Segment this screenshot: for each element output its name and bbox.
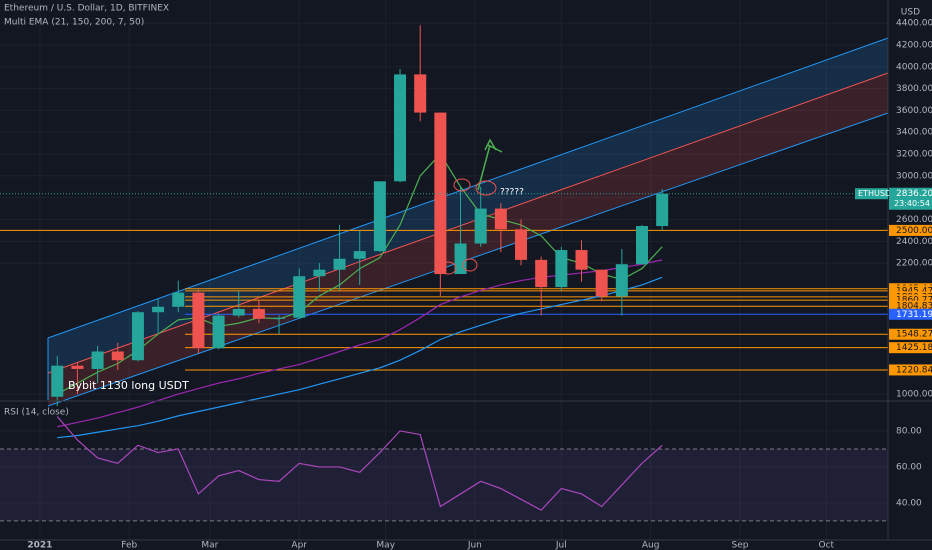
grid xyxy=(0,0,888,540)
level-badge xyxy=(889,300,932,312)
price-badge xyxy=(889,187,932,210)
y-tick-label: 2600.00 xyxy=(896,215,932,225)
candle-body xyxy=(494,208,507,230)
candle-body xyxy=(313,269,326,277)
level-label: 2500.00 xyxy=(896,226,932,236)
annotation: Bybit 1130 long USDT xyxy=(68,379,189,392)
candle-body xyxy=(212,315,225,349)
candle-body xyxy=(636,226,649,265)
candle-body xyxy=(595,269,608,297)
circle-drawing xyxy=(475,180,497,196)
y-tick-label: 4000.00 xyxy=(896,62,932,72)
candle-body xyxy=(252,308,265,319)
rsi-line xyxy=(56,416,663,511)
candle-body xyxy=(414,74,427,113)
level-label: 1804.83 xyxy=(896,302,932,312)
level-badge xyxy=(889,294,932,306)
circle-drawing xyxy=(462,258,478,272)
candle-body xyxy=(656,193,669,227)
candle-body xyxy=(515,229,528,260)
rsi-band xyxy=(0,448,888,521)
level-label: 1945.47 xyxy=(896,286,932,296)
candle-body xyxy=(293,276,306,318)
level-label: 1548.27 xyxy=(896,330,932,340)
candle-body xyxy=(152,306,165,313)
ema-line xyxy=(57,276,663,439)
x-tick-label: Aug xyxy=(642,541,660,550)
candle-body xyxy=(192,292,205,349)
annotation: ????? xyxy=(500,188,524,198)
y-tick-label: 2400.00 xyxy=(896,237,932,247)
x-tick-label: Feb xyxy=(121,541,137,550)
candle-body xyxy=(434,112,447,275)
x-tick-label: Jul xyxy=(555,541,567,550)
circle-drawing xyxy=(439,261,457,275)
level-label: 1860.77 xyxy=(896,296,932,306)
y-tick-label: 4400.00 xyxy=(896,19,932,29)
x-tick-label: Sep xyxy=(732,541,749,550)
x-tick-label: Jun xyxy=(467,541,482,550)
y-tick-label: 3800.00 xyxy=(896,84,932,94)
candle-body xyxy=(474,208,487,244)
circle-drawing xyxy=(453,178,471,192)
y-tick-label: 3000.00 xyxy=(896,171,932,181)
y-tick-label: 80.00 xyxy=(896,426,922,436)
level-label: 1731.19 xyxy=(896,310,932,320)
candle-body xyxy=(172,292,185,307)
price-label: 2836.20 xyxy=(896,189,932,199)
candle-body xyxy=(131,312,144,361)
candle-body xyxy=(273,317,286,319)
chart-title: Ethereum / U.S. Dollar, 1D, BITFINEX xyxy=(4,4,169,14)
y-tick-label: 4200.00 xyxy=(896,40,932,50)
level-badge xyxy=(889,224,932,236)
y-tick-label: 40.00 xyxy=(896,498,922,508)
axis: 2021 Feb Mar Apr May Jun Jul Aug Sep Oct 1000.00 22… xyxy=(27,19,932,550)
symbol-label: ETHUSD xyxy=(858,189,891,198)
candle-body xyxy=(353,251,366,259)
candle-body xyxy=(555,250,568,288)
symbol-badge xyxy=(855,188,888,200)
level-label: 1220.84 xyxy=(896,365,932,375)
candle-body xyxy=(71,365,84,369)
candle-body xyxy=(111,351,124,361)
level-badge xyxy=(889,364,932,376)
countdown-label: 23:40:54 xyxy=(894,199,930,208)
candle-body xyxy=(232,308,245,316)
rsi-title: RSI (14, close) xyxy=(4,408,69,418)
channel-top xyxy=(47,37,889,339)
y-unit: USD xyxy=(901,8,920,18)
level-badge xyxy=(889,285,932,297)
level-label: 1425.18 xyxy=(896,343,932,353)
channel-mid xyxy=(47,72,889,374)
level-badge xyxy=(889,308,932,320)
channel-upper-fill xyxy=(48,38,888,373)
x-tick-label: Oct xyxy=(819,541,835,550)
candle-body xyxy=(535,259,548,288)
x-tick-label: 2021 xyxy=(27,541,52,550)
candle-body xyxy=(615,264,628,297)
candle-body xyxy=(333,258,346,270)
y-tick-label: 60.00 xyxy=(896,462,922,472)
y-tick-label: 1000.00 xyxy=(896,390,932,400)
candle-body xyxy=(373,181,386,252)
y-tick-label: 3600.00 xyxy=(896,106,932,116)
y-tick-label: 3400.00 xyxy=(896,128,932,138)
channel-lower-fill xyxy=(48,73,888,406)
x-tick-label: Apr xyxy=(291,541,307,550)
x-tick-label: May xyxy=(376,541,395,550)
candle-body xyxy=(51,365,64,397)
y-tick-label: 2200.00 xyxy=(896,259,932,269)
candle-body xyxy=(394,74,407,182)
candle-body xyxy=(91,351,104,369)
y-tick-label: 3200.00 xyxy=(896,150,932,160)
level-badge xyxy=(889,328,932,340)
candle-body xyxy=(575,250,588,270)
level-badge xyxy=(889,342,932,354)
indicator-title: Multi EMA (21, 150, 200, 7, 50) xyxy=(4,18,144,28)
x-tick-label: Mar xyxy=(201,541,218,550)
